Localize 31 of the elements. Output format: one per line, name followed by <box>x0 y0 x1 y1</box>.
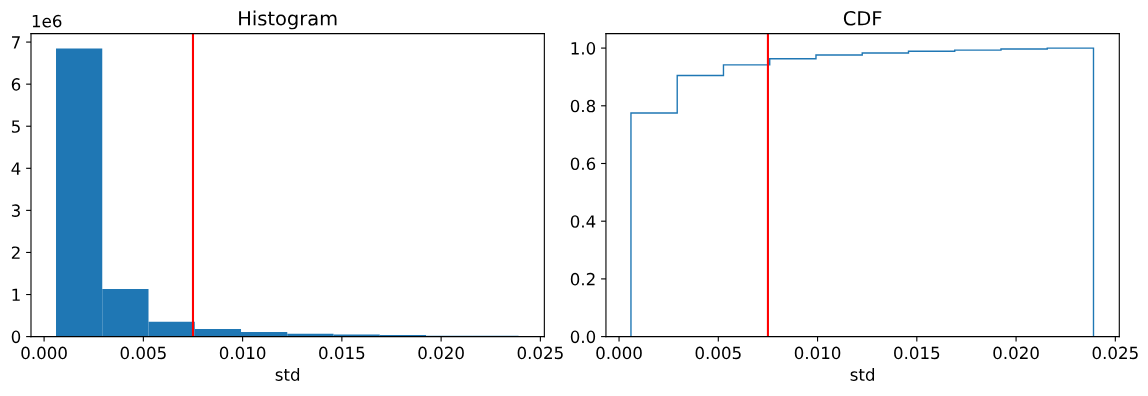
y-tick-label: 7 <box>12 36 20 49</box>
x-tick-label: 0.010 <box>794 346 841 360</box>
chart-title: CDF <box>843 10 882 26</box>
x-tick-label: 0.000 <box>21 346 67 360</box>
y-tick-label: 4 <box>11 162 21 175</box>
y-tick-label: 6 <box>11 78 21 91</box>
y-tick-label: 0 <box>11 330 21 344</box>
chart-title: Histogram <box>239 10 337 30</box>
x-axis-title: std <box>275 368 300 381</box>
x-tick-label: 0.015 <box>319 346 365 360</box>
x-tick-label: 0.005 <box>695 346 741 360</box>
x-tick-label: 0.015 <box>894 346 940 360</box>
y-tick-label: 0.0 <box>570 330 596 344</box>
y-tick-label: 5 <box>11 120 20 133</box>
y-tick-label: 0.2 <box>570 272 595 286</box>
x-tick-label: 0.000 <box>596 346 642 360</box>
y-tick-label: 1 <box>12 288 20 301</box>
x-tick-label: 0.005 <box>120 346 166 360</box>
x-tick-label: 0.025 <box>517 346 563 360</box>
y-tick-label: 1.0 <box>571 42 596 55</box>
x-axis-title: std <box>850 368 875 381</box>
x-tick-label: 0.025 <box>1092 346 1138 360</box>
text: 1e6 <box>32 14 62 28</box>
y-tick-label: 2 <box>11 246 20 259</box>
x-tick-label: 0.010 <box>219 346 266 360</box>
y-tick-label: 0.8 <box>570 99 596 113</box>
x-tick-label: 0.020 <box>993 346 1039 360</box>
y-tick-label: 3 <box>11 204 20 217</box>
y-tick-label: 0.4 <box>570 215 596 228</box>
y-tick-label: 0.6 <box>570 157 596 171</box>
x-tick-label: 0.020 <box>418 346 464 360</box>
